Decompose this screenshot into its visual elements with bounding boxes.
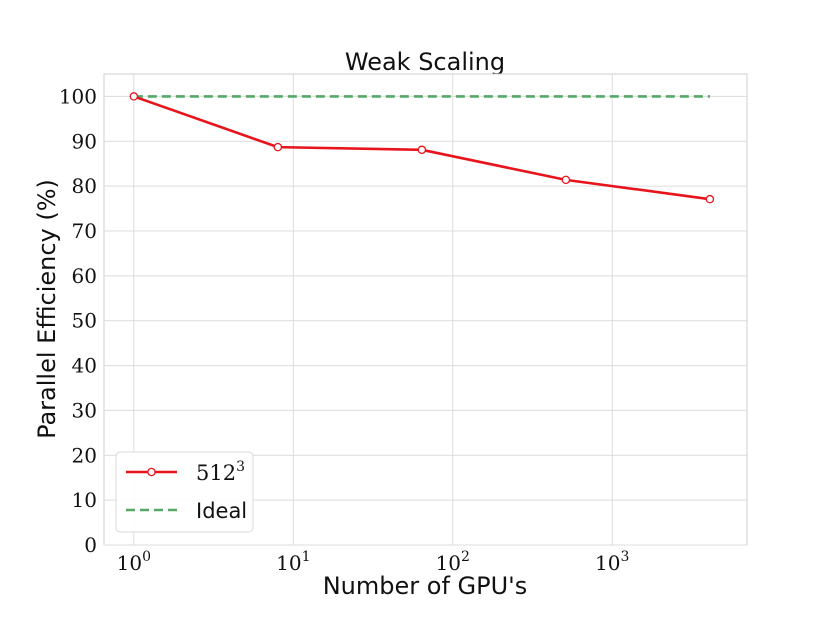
data-point-512 (273, 142, 283, 152)
x-tick-labels: 100 101 102 103 (117, 549, 630, 575)
y-tick-label: 30 (72, 398, 97, 422)
legend-label-512-base: 512 (196, 461, 236, 485)
legend-label-ideal: Ideal (196, 499, 247, 523)
y-axis-label: Parallel Efficiency (%) (33, 179, 61, 439)
y-tick-label: 70 (72, 219, 97, 243)
x-tick-exp: 3 (621, 549, 630, 565)
y-tick-label: 90 (72, 129, 97, 153)
legend-marker-512 (147, 467, 156, 477)
data-point-512 (129, 92, 139, 101)
y-tick-label: 10 (72, 488, 97, 512)
y-tick-label: 100 (59, 84, 97, 108)
x-tick-base: 10 (276, 551, 301, 575)
x-tick-label: 102 (436, 549, 470, 575)
x-tick-exp: 2 (461, 549, 470, 565)
y-tick-labels: 0 10 20 30 40 50 60 70 80 90 100 (59, 84, 97, 557)
data-point-512 (417, 145, 427, 155)
legend: 5123 Ideal (115, 451, 254, 533)
x-tick-exp: 0 (142, 549, 151, 565)
series-layer (129, 92, 715, 204)
y-tick-label: 40 (72, 354, 97, 378)
x-axis-label: Number of GPU's (323, 572, 528, 600)
data-point-512 (705, 194, 715, 204)
x-tick-exp: 1 (302, 549, 311, 565)
y-tick-label: 60 (72, 264, 97, 288)
y-tick-label: 0 (84, 533, 97, 557)
legend-label-512-exp: 3 (236, 459, 245, 475)
x-tick-label: 101 (276, 549, 310, 575)
data-point-512 (561, 175, 571, 185)
x-tick-label: 103 (595, 549, 629, 575)
x-tick-base: 10 (595, 551, 620, 575)
x-tick-base: 10 (436, 551, 461, 575)
y-tick-label: 50 (72, 309, 97, 333)
legend-label-512: 5123 (196, 459, 245, 485)
y-tick-label: 20 (72, 443, 97, 467)
chart-title: Weak Scaling (345, 48, 505, 76)
x-tick-label: 100 (117, 549, 151, 575)
y-tick-label: 80 (72, 174, 97, 198)
x-tick-base: 10 (117, 551, 142, 575)
